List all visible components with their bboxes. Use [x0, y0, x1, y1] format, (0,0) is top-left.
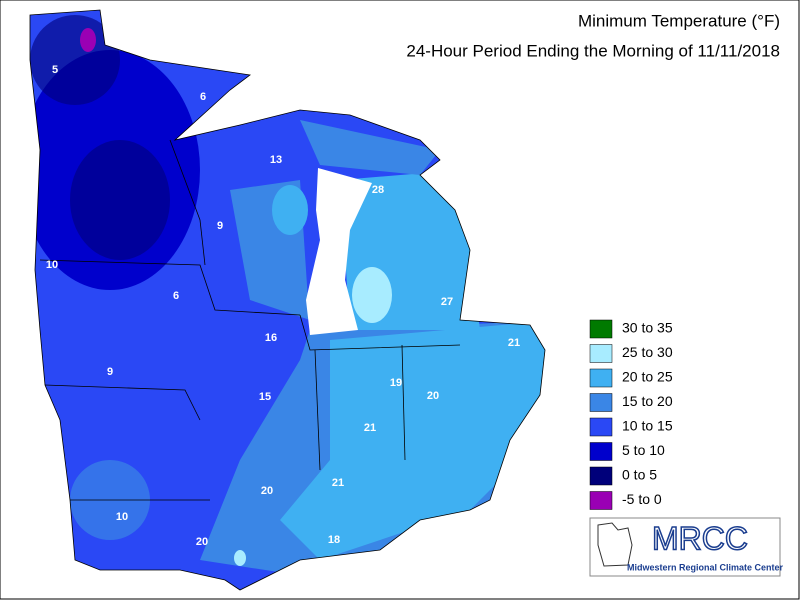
legend-label: 30 to 35 — [622, 320, 673, 336]
map-label: 27 — [441, 296, 453, 308]
state-borders — [29, 9, 546, 591]
logo-name: MRCC — [652, 520, 748, 556]
legend-label: -5 to 0 — [622, 491, 662, 507]
temperature-map — [30, 10, 545, 590]
map-labels: 5 6 13 28 9 10 6 27 16 21 19 9 15 20 21 … — [46, 64, 520, 548]
map-label: 5 — [52, 64, 58, 76]
legend-label: 20 to 25 — [622, 369, 673, 385]
legend-swatch — [589, 368, 613, 388]
map-label: 9 — [107, 366, 113, 378]
legend-swatch — [589, 344, 613, 363]
map-label: 20 — [196, 536, 208, 548]
title: Minimum Temperature (°F) — [578, 11, 780, 30]
map-label: 6 — [173, 290, 179, 302]
legend-label: 5 to 10 — [622, 442, 665, 458]
map-label: 28 — [372, 184, 384, 196]
logo-map — [597, 522, 633, 567]
legend: 30 to 35 25 to 30 20 to 25 15 to 20 10 to 15… — [589, 319, 673, 510]
legend-swatch — [589, 466, 613, 486]
map-label: 16 — [265, 332, 277, 344]
map-label: 13 — [270, 154, 282, 166]
legend-swatch — [589, 442, 613, 461]
map-label: 20 — [427, 390, 439, 402]
legend-swatch — [589, 319, 613, 339]
legend-label: 10 to 15 — [622, 418, 673, 434]
subtitle: 24-Hour Period Ending the Morning of 11/… — [406, 41, 780, 60]
map-label: 21 — [364, 422, 376, 434]
map-label: 6 — [200, 91, 206, 103]
map-label: 21 — [508, 337, 520, 349]
legend-label: 0 to 5 — [622, 467, 657, 483]
logo: MRCC Midwestern Regional Climate Center — [589, 517, 784, 577]
map-label: 19 — [390, 377, 402, 389]
legend-label: 15 to 20 — [622, 393, 673, 409]
legend-swatch — [589, 491, 613, 510]
legend-label: 25 to 30 — [622, 344, 673, 360]
map-label: 15 — [259, 391, 271, 403]
map-label: 9 — [217, 220, 223, 232]
map-label: 18 — [328, 534, 340, 546]
logo-subtitle: Midwestern Regional Climate Center — [627, 562, 784, 572]
legend-swatch — [589, 393, 613, 412]
map-label: 10 — [116, 511, 128, 523]
map-label: 21 — [332, 477, 344, 489]
map-label: 10 — [46, 259, 58, 271]
legend-swatch — [589, 417, 613, 437]
map-label: 20 — [261, 485, 273, 497]
